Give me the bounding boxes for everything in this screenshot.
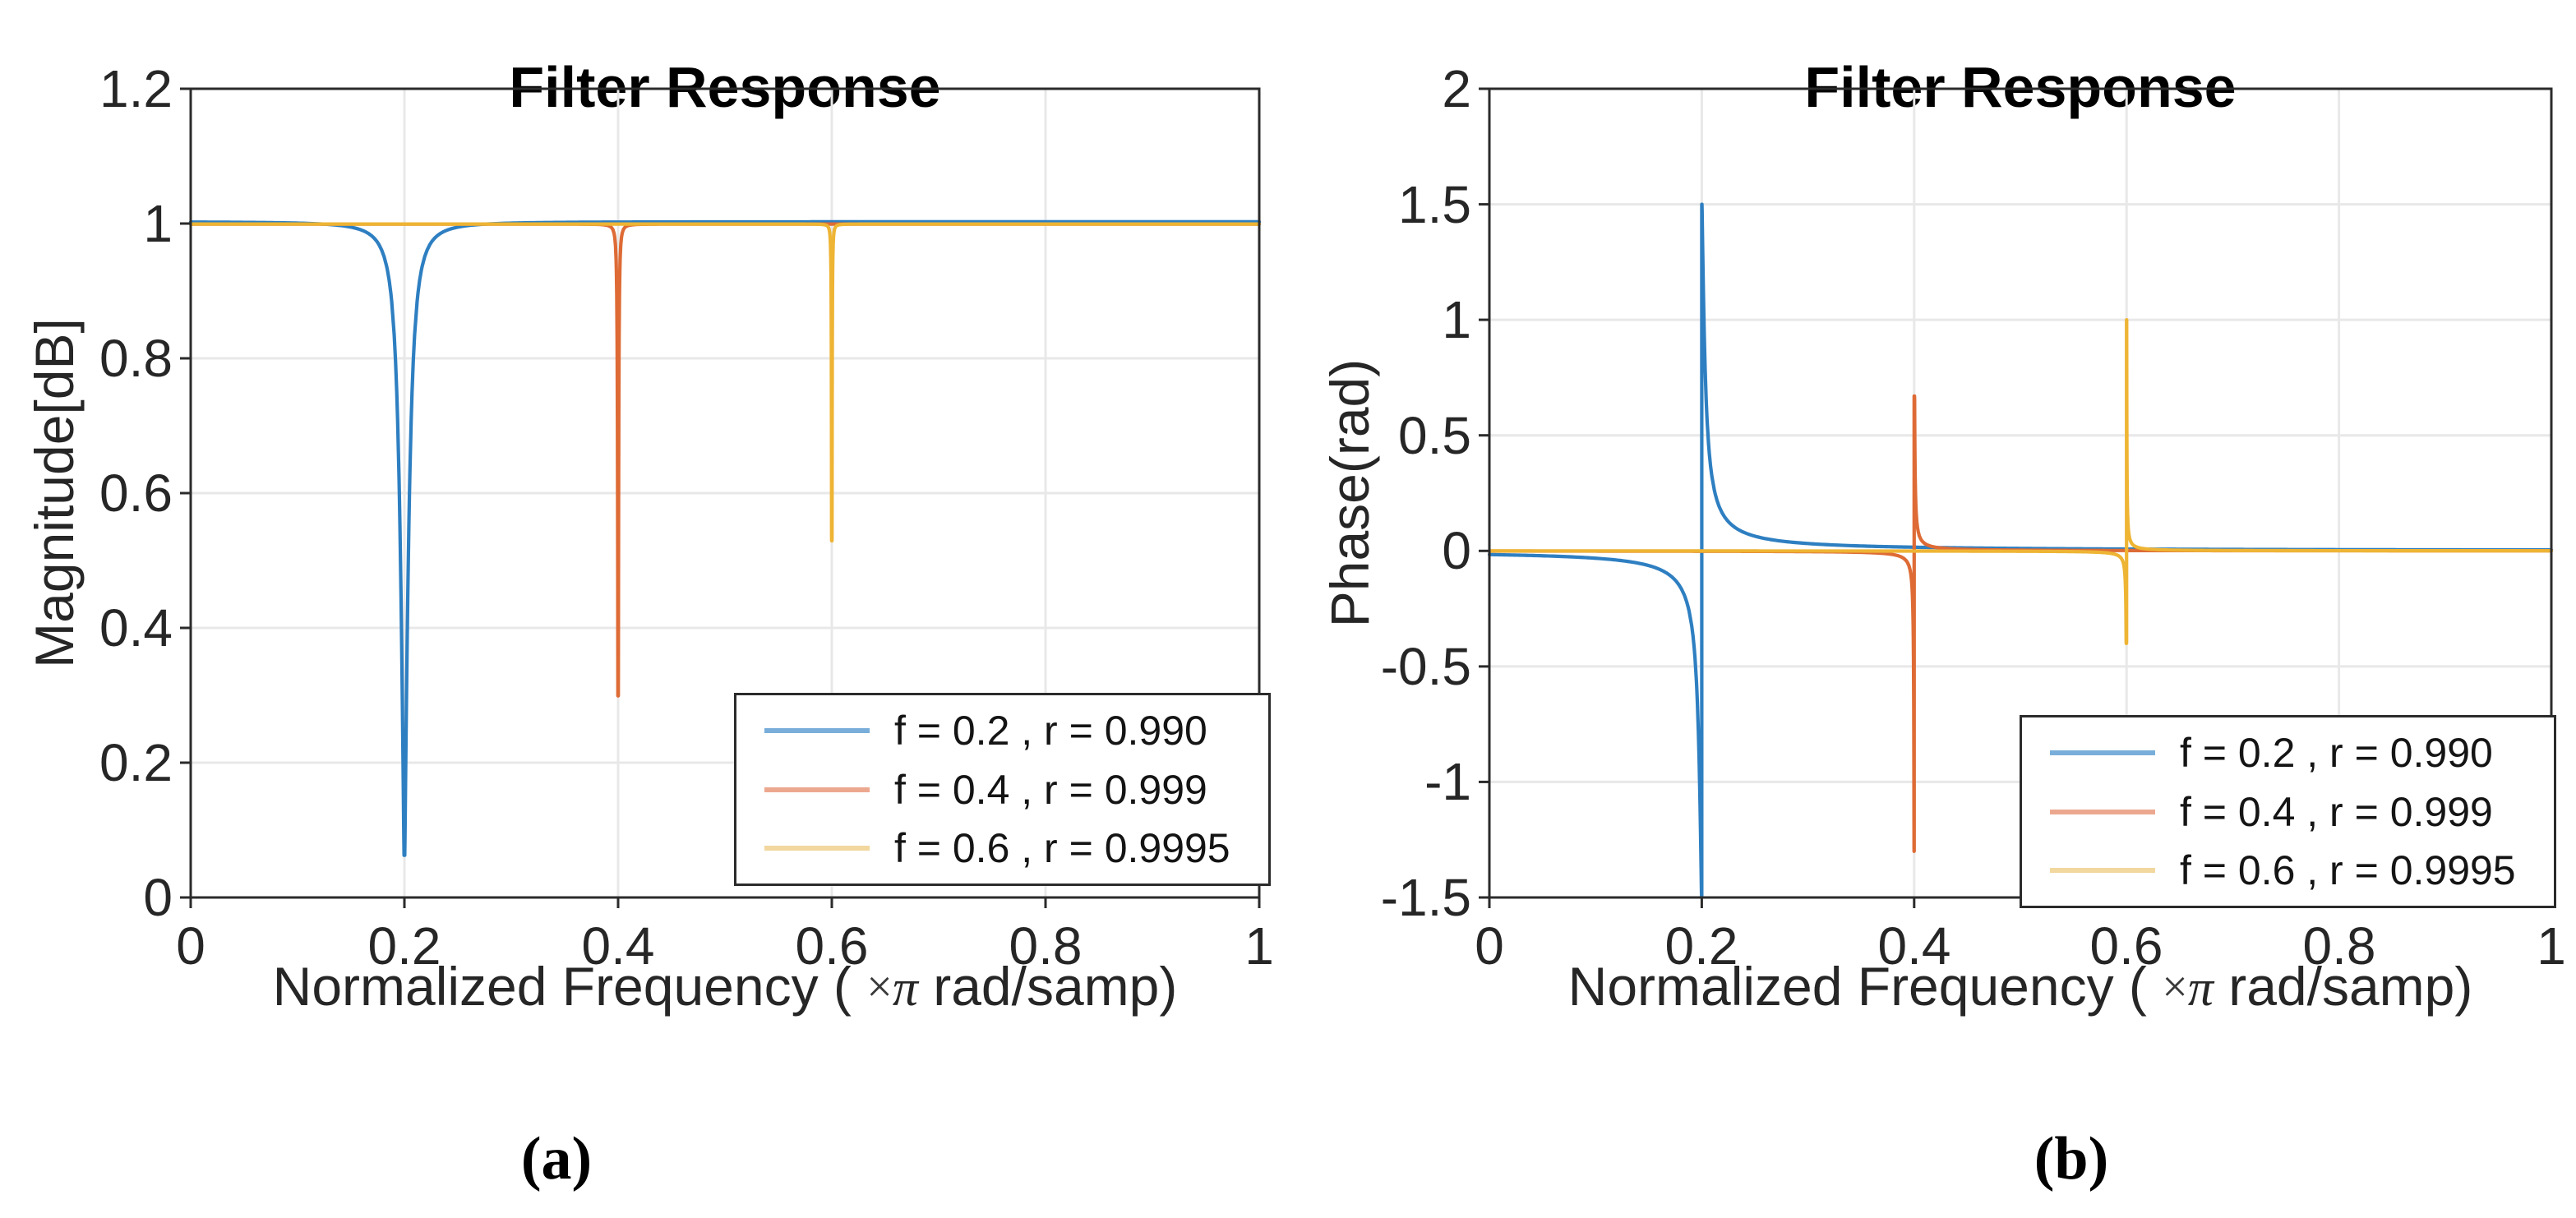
plot-b-xlabel: Normalized Frequency ( ×π rad/samp) — [1489, 955, 2551, 1018]
series-line-a-1 — [188, 222, 1262, 698]
legend-line-sample — [764, 846, 870, 851]
y-tick-label: 0.8 — [99, 329, 173, 388]
caption-b: (b) — [2034, 1125, 2109, 1193]
xlabel-text: Normalized Frequency ( — [1567, 956, 2163, 1017]
y-tick-label: 0.5 — [1398, 406, 1471, 465]
plot-a-axes: f = 0.2 , r = 0.990 f = 0.4 , r = 0.999 f … — [180, 87, 1271, 908]
legend-item-label: f = 0.2 , r = 0.990 — [894, 707, 1207, 754]
x-tick-label: 0.2 — [1664, 916, 1738, 976]
xlabel-text: rad/samp) — [2213, 956, 2473, 1017]
y-tick-label: 2 — [1442, 59, 1471, 118]
x-tick-label: 0 — [176, 916, 205, 976]
pi-symbol: π — [892, 961, 918, 1017]
legend-line-sample — [764, 787, 870, 792]
y-tick-label: 0.4 — [99, 598, 173, 657]
legend-item: f = 0.4 , r = 0.999 — [736, 766, 1268, 814]
plot-a-svg — [180, 87, 1262, 908]
legend-line-sample — [2050, 868, 2155, 874]
x-tick-label: 0 — [1475, 916, 1504, 976]
xlabel-text: Normalized Frequency ( — [272, 956, 867, 1017]
legend-item-label: f = 0.2 , r = 0.990 — [2180, 729, 2493, 776]
legend-item: f = 0.4 , r = 0.999 — [2022, 788, 2554, 836]
x-tick-label: 0.4 — [1877, 916, 1951, 976]
xlabel-text: rad/samp) — [917, 956, 1178, 1017]
plot-b-legend: f = 0.2 , r = 0.990 f = 0.4 , r = 0.999 f … — [2020, 715, 2556, 908]
legend-item: f = 0.2 , r = 0.990 — [736, 707, 1268, 754]
y-tick-label: 1 — [143, 194, 173, 253]
legend-item-label: f = 0.4 , r = 0.999 — [2180, 788, 2493, 835]
legend-item-label: f = 0.4 , r = 0.999 — [894, 766, 1207, 813]
y-tick-label: -0.5 — [1380, 637, 1471, 696]
y-tick-label: 0.6 — [99, 464, 173, 523]
legend-item-label: f = 0.6 , r = 0.9995 — [2180, 847, 2516, 894]
plot-b-axes: f = 0.2 , r = 0.990 f = 0.4 , r = 0.999 f … — [1479, 87, 2556, 908]
series-line-a-0 — [188, 219, 1262, 857]
y-tick-label: 1.2 — [99, 59, 173, 118]
plot-a-title: Filter Response — [509, 55, 941, 120]
caption-a: (a) — [520, 1125, 593, 1193]
legend-line-sample — [2050, 809, 2155, 814]
y-tick-label: 1.5 — [1398, 175, 1471, 234]
y-tick-label: -1 — [1424, 752, 1471, 811]
y-tick-label: -1.5 — [1380, 868, 1471, 927]
x-tick-label: 0.6 — [2089, 916, 2163, 976]
y-tick-label: 1 — [1442, 290, 1471, 349]
x-tick-label: 0.8 — [1009, 916, 1083, 976]
legend-line-sample — [764, 727, 870, 733]
legend-line-sample — [2050, 750, 2155, 755]
legend-item: f = 0.2 , r = 0.990 — [2022, 729, 2554, 777]
x-tick-label: 0.2 — [367, 916, 441, 976]
series-line-b-2 — [1487, 318, 2554, 645]
times-symbol: × — [866, 962, 893, 1013]
x-tick-label: 1 — [1244, 916, 1274, 976]
times-symbol: × — [2162, 962, 2188, 1013]
x-tick-label: 0.6 — [795, 916, 869, 976]
plot-a-ylabel: Magnitude[dB] — [24, 318, 85, 668]
x-tick-label: 0.8 — [2302, 916, 2376, 976]
series-line-a-2 — [188, 222, 1262, 543]
legend-item: f = 0.6 , r = 0.9995 — [2022, 847, 2554, 894]
x-tick-label: 0.4 — [581, 916, 655, 976]
y-tick-label: 0 — [1442, 521, 1471, 580]
y-tick-label: 0 — [143, 868, 173, 927]
plot-a-legend: f = 0.2 , r = 0.990 f = 0.4 , r = 0.999 f … — [734, 693, 1271, 886]
plot-b-ylabel: Phase(rad) — [1319, 358, 1380, 628]
y-tick-label: 0.2 — [99, 733, 173, 792]
pi-symbol: π — [2187, 961, 2214, 1017]
plot-a-xlabel: Normalized Frequency ( ×π rad/samp) — [191, 955, 1259, 1018]
legend-item: f = 0.6 , r = 0.9995 — [736, 824, 1268, 872]
x-tick-label: 1 — [2537, 916, 2566, 976]
plot-b-title: Filter Response — [1804, 55, 2237, 120]
legend-item-label: f = 0.6 , r = 0.9995 — [894, 825, 1230, 872]
